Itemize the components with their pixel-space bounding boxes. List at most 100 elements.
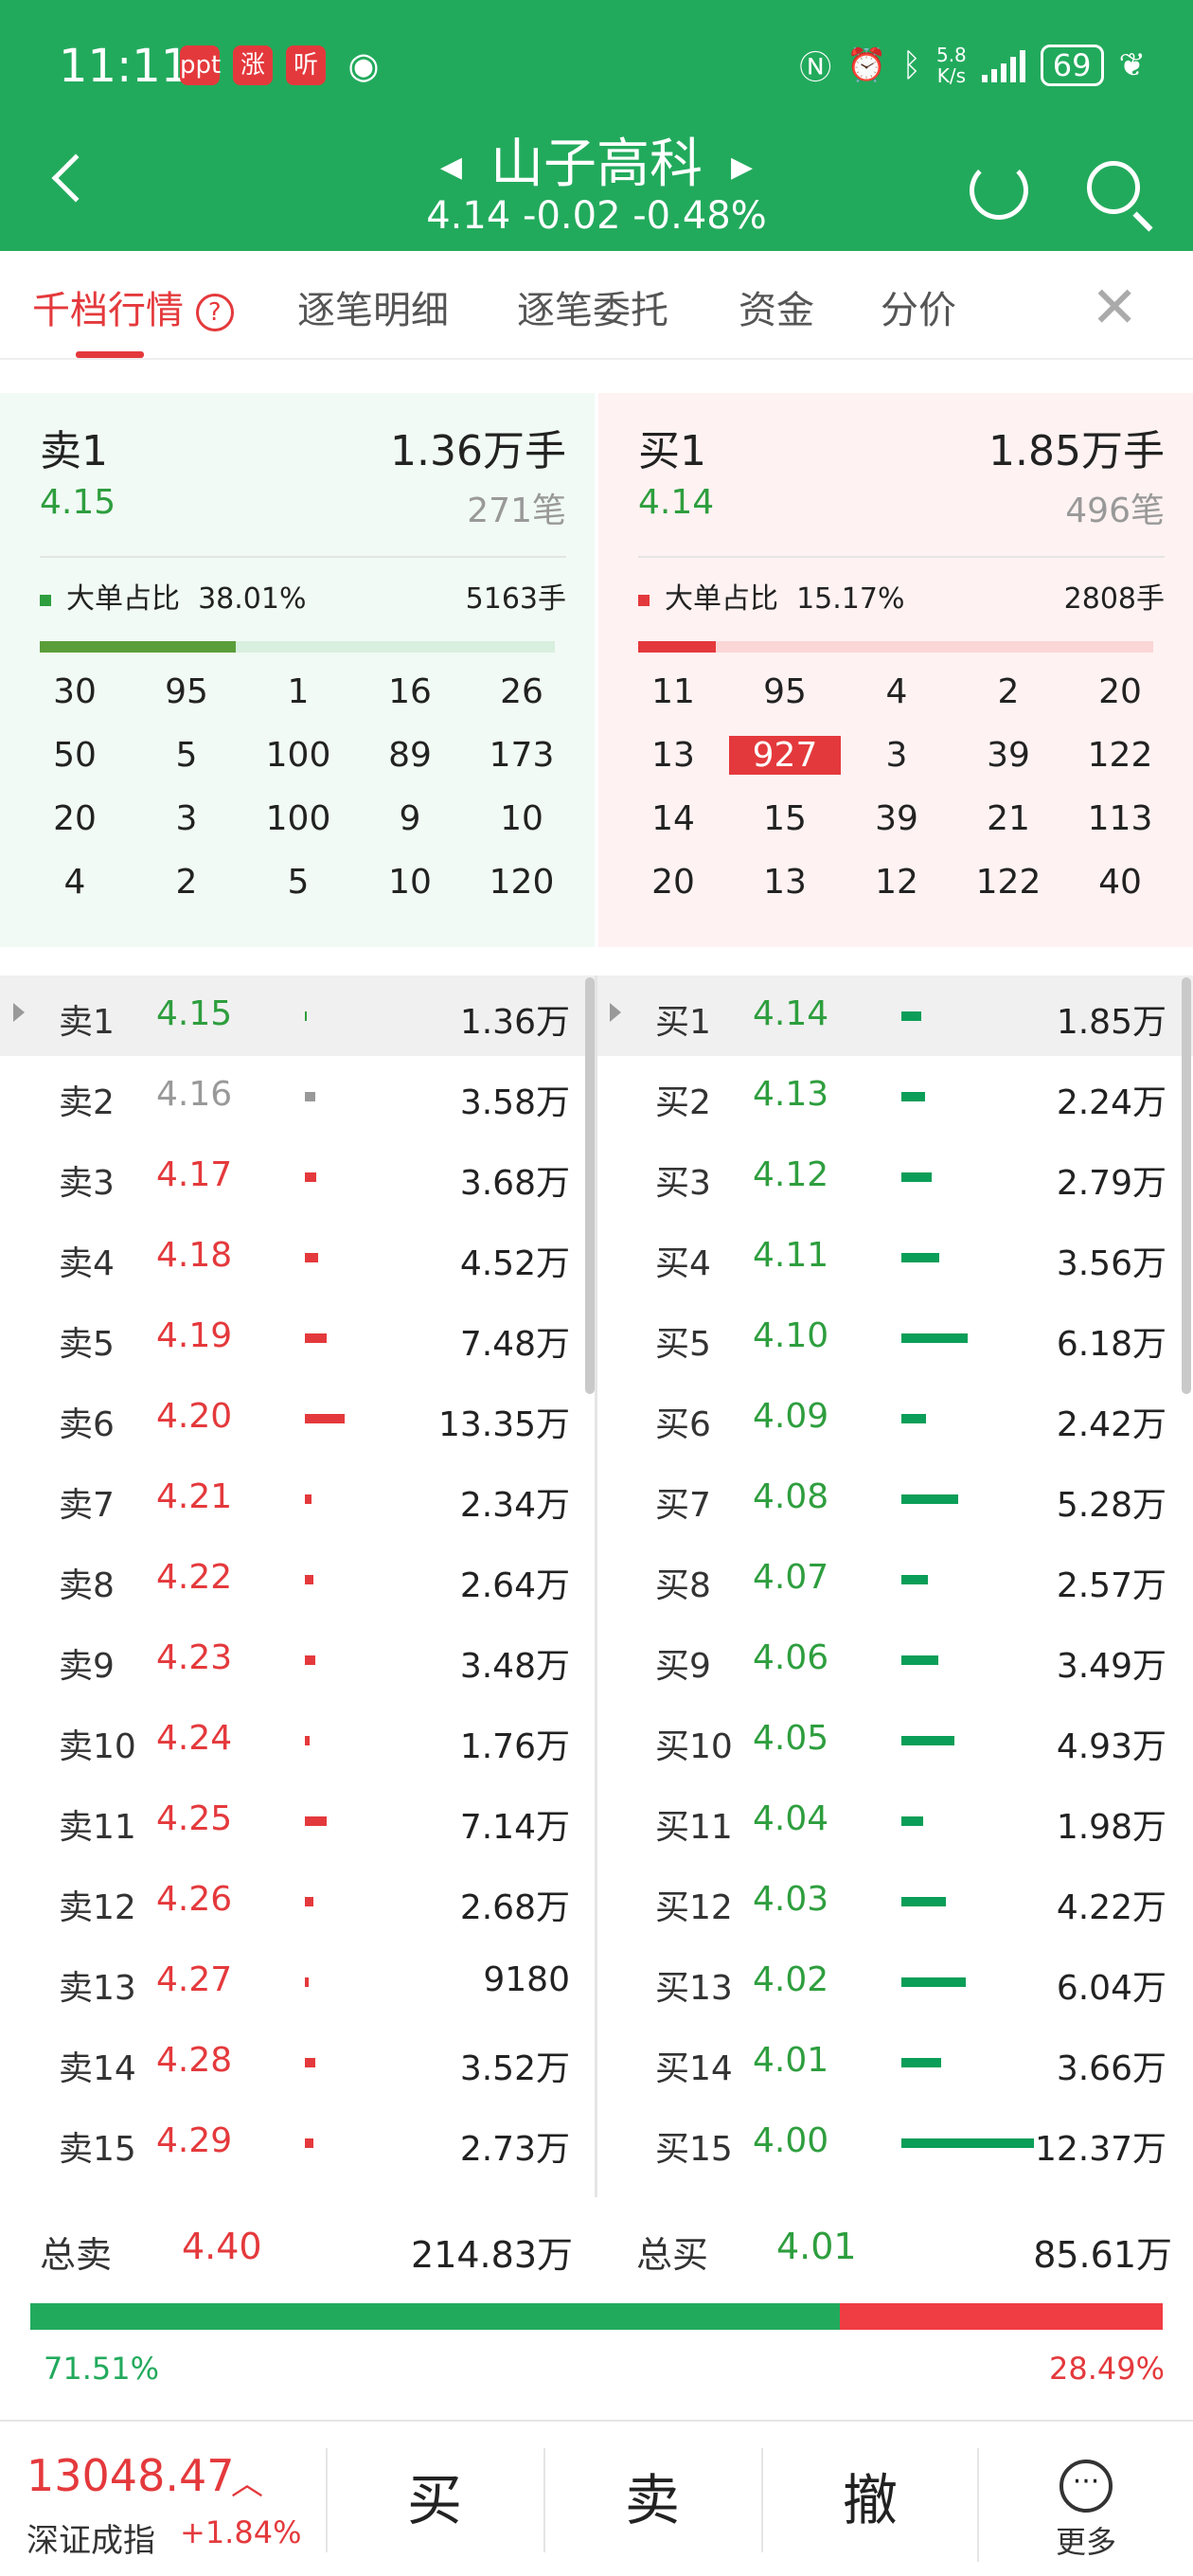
sell-level-label: 卖9 bbox=[59, 1647, 115, 1686]
buy-grid-cell: 20 bbox=[1098, 672, 1142, 711]
sell-level-price: 4.29 bbox=[156, 2121, 233, 2160]
expand-icon[interactable] bbox=[13, 1003, 25, 1022]
tab-zhubi-weituo[interactable]: 逐笔委托 bbox=[517, 289, 668, 332]
sell1-price: 4.15 bbox=[40, 483, 116, 522]
sell-level-row[interactable]: 卖7 4.21 2.34万 bbox=[0, 1458, 596, 1539]
buy-level-price: 4.06 bbox=[753, 1638, 829, 1677]
expand-up-icon[interactable]: ︿ bbox=[231, 2465, 263, 2503]
sell-grid-cell: 16 bbox=[388, 672, 432, 711]
sell-level-bar bbox=[305, 2138, 313, 2148]
sell-level-label: 卖1 bbox=[59, 1003, 115, 1042]
buy-level-row[interactable]: 买3 4.12 2.79万 bbox=[596, 1136, 1193, 1217]
tab-qiandang[interactable]: 千档行情 ? bbox=[32, 279, 234, 334]
buy-level-row[interactable]: 买2 4.13 2.24万 bbox=[596, 1056, 1193, 1136]
sell-level-row[interactable]: 卖2 4.16 3.58万 bbox=[0, 1056, 596, 1136]
search-icon[interactable] bbox=[1087, 161, 1140, 214]
buy-level-row[interactable]: 买12 4.03 4.22万 bbox=[596, 1861, 1193, 1941]
next-stock-icon[interactable]: ▶ bbox=[731, 151, 754, 185]
buy-level-volume: 2.79万 bbox=[1056, 1164, 1166, 1203]
buy-level-row[interactable]: 买10 4.05 4.93万 bbox=[596, 1700, 1193, 1780]
close-icon[interactable]: ✕ bbox=[1091, 275, 1139, 341]
cancel-order-button[interactable]: 撤 bbox=[761, 2448, 977, 2552]
buy-grid-cell: 11 bbox=[651, 672, 695, 711]
sell-level-volume: 2.73万 bbox=[459, 2130, 570, 2169]
sell-level-row[interactable]: 卖3 4.17 3.68万 bbox=[0, 1136, 596, 1217]
ting-app-icon: 听 bbox=[286, 45, 326, 85]
buy-level-bar bbox=[901, 1011, 921, 1021]
sell-level-row[interactable]: 卖13 4.27 9180 bbox=[0, 1941, 596, 2022]
totals-row: 总卖 4.40 214.83万 总买 4.01 85.61万 bbox=[0, 2216, 1193, 2292]
sell-grid-cell: 173 bbox=[489, 736, 555, 775]
index-name[interactable]: 深证成指 bbox=[27, 2522, 155, 2560]
buy-level-label: 买7 bbox=[655, 1486, 711, 1525]
expand-icon[interactable] bbox=[610, 1003, 621, 1022]
buy-level-bar bbox=[901, 1736, 954, 1745]
zhang-app-icon: 涨 bbox=[233, 45, 273, 85]
sell-level-volume: 2.64万 bbox=[459, 1566, 570, 1605]
buy-level-row[interactable]: 买13 4.02 6.04万 bbox=[596, 1941, 1193, 2022]
leaf-icon: ❦ bbox=[1118, 45, 1147, 84]
buy-level-row[interactable]: 买8 4.07 2.57万 bbox=[596, 1539, 1193, 1619]
sell-level-label: 卖4 bbox=[59, 1244, 115, 1283]
buy-level-row[interactable]: 买5 4.10 6.18万 bbox=[596, 1297, 1193, 1378]
tab-zhubi-mingxi[interactable]: 逐笔明细 bbox=[297, 289, 449, 332]
sell-order-book[interactable]: 卖1 4.15 1.36万 卖2 4.16 3.58万 卖3 4.17 3.68万 卖4 4.18 4… bbox=[0, 975, 596, 2183]
sell-level-row[interactable]: 卖11 4.25 7.14万 bbox=[0, 1780, 596, 1861]
sell-level-price: 4.19 bbox=[156, 1316, 233, 1355]
sell-level-row[interactable]: 卖9 4.23 3.48万 bbox=[0, 1619, 596, 1700]
sell-button[interactable]: 卖 bbox=[543, 2448, 759, 2552]
buy-level-bar bbox=[901, 1977, 967, 1987]
tab-fenjia[interactable]: 分价 bbox=[881, 289, 956, 332]
buy-level-price: 4.04 bbox=[753, 1799, 829, 1838]
sell-level-row[interactable]: 卖6 4.20 13.35万 bbox=[0, 1378, 596, 1458]
buy-ratio-pct: 28.49% bbox=[1048, 2351, 1165, 2387]
buy-level-row[interactable]: 买15 4.00 12.37万 bbox=[596, 2102, 1193, 2183]
sell-level-price: 4.23 bbox=[156, 1638, 233, 1677]
stock-title: ◀ 山子高科 ▶ bbox=[0, 121, 1193, 198]
buy-level-row[interactable]: 买11 4.04 1.98万 bbox=[596, 1780, 1193, 1861]
buy-grid-cell: 39 bbox=[875, 799, 918, 838]
sell-level-row[interactable]: 卖8 4.22 2.64万 bbox=[0, 1539, 596, 1619]
sell-level-row[interactable]: 卖12 4.26 2.68万 bbox=[0, 1861, 596, 1941]
buy-level-row[interactable]: 买9 4.06 3.49万 bbox=[596, 1619, 1193, 1700]
sell-level-row[interactable]: 卖1 4.15 1.36万 bbox=[0, 975, 596, 1056]
sell-scrollbar[interactable] bbox=[585, 977, 595, 1394]
sell-level-row[interactable]: 卖5 4.19 7.48万 bbox=[0, 1297, 596, 1378]
buy-grid-cell: 14 bbox=[651, 799, 695, 838]
buy-level-row[interactable]: 买14 4.01 3.66万 bbox=[596, 2022, 1193, 2102]
buy-order-book[interactable]: 买1 4.14 1.85万 买2 4.13 2.24万 买3 4.12 2.79万 买4 4.11 3… bbox=[596, 975, 1193, 2183]
sell1-label: 卖1 bbox=[40, 427, 108, 475]
buy-grid-cell: 122 bbox=[975, 863, 1042, 902]
sell-level-row[interactable]: 卖15 4.29 2.73万 bbox=[0, 2102, 596, 2183]
refresh-icon[interactable] bbox=[970, 161, 1028, 220]
sell-level-label: 卖7 bbox=[59, 1486, 115, 1525]
buy-level-price: 4.08 bbox=[753, 1477, 829, 1516]
buy-button[interactable]: 买 bbox=[326, 2448, 542, 2552]
stock-name: 山子高科 bbox=[490, 134, 703, 195]
buy-level-row[interactable]: 买1 4.14 1.85万 bbox=[596, 975, 1193, 1056]
help-icon[interactable]: ? bbox=[195, 294, 234, 331]
sell-big-order-bar bbox=[40, 641, 555, 653]
more-button[interactable]: ··· 更多 bbox=[977, 2448, 1193, 2562]
buy-scrollbar[interactable] bbox=[1182, 977, 1191, 1394]
sell-level-bar bbox=[305, 1172, 317, 1182]
sell-level-bar bbox=[305, 1897, 313, 1906]
buy-level-row[interactable]: 买7 4.08 5.28万 bbox=[596, 1458, 1193, 1539]
prev-stock-icon[interactable]: ◀ bbox=[439, 151, 462, 185]
buy-level-volume: 1.98万 bbox=[1056, 1808, 1166, 1847]
tab-zijin[interactable]: 资金 bbox=[739, 289, 814, 332]
buy-level-row[interactable]: 买6 4.09 2.42万 bbox=[596, 1378, 1193, 1458]
buy-level-bar bbox=[901, 1816, 923, 1826]
sell-level-row[interactable]: 卖14 4.28 3.52万 bbox=[0, 2022, 596, 2102]
index-value[interactable]: 13048.47 bbox=[27, 2450, 235, 2501]
buy-order-grid: 11 95 4 2 20 13 927 3 39 122 14 15 39 21 113 20 13 12 122 4… bbox=[617, 672, 1176, 902]
buy-level-volume: 12.37万 bbox=[1034, 2130, 1166, 2169]
sell-level-volume: 3.52万 bbox=[459, 2049, 570, 2088]
signal-icon bbox=[981, 48, 1025, 82]
sell-level-row[interactable]: 卖10 4.24 1.76万 bbox=[0, 1700, 596, 1780]
buy-grid-cell: 2 bbox=[997, 672, 1020, 711]
sell-level-row[interactable]: 卖4 4.18 4.52万 bbox=[0, 1217, 596, 1297]
sell-level-price: 4.20 bbox=[156, 1397, 233, 1436]
buy-level-row[interactable]: 买4 4.11 3.56万 bbox=[596, 1217, 1193, 1297]
sell-level-label: 卖14 bbox=[59, 2049, 136, 2088]
